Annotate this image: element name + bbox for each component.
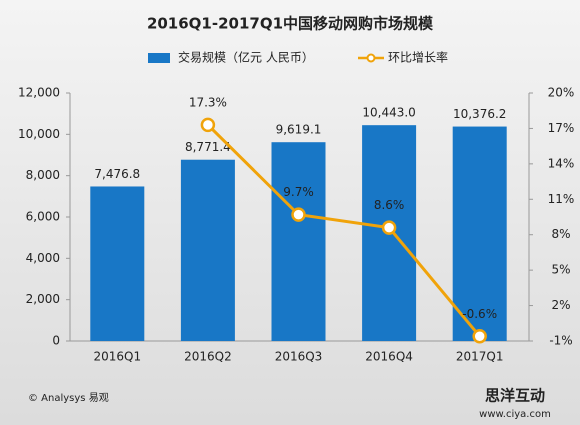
y-tick-label: 4,000 (26, 251, 60, 265)
bar-label: 7,476.8 (94, 167, 140, 181)
bar (90, 186, 145, 341)
legend-swatch (366, 53, 376, 63)
x-tick-label: 2017Q1 (456, 350, 504, 364)
bar (180, 159, 235, 341)
bar-label: 10,376.2 (453, 107, 506, 121)
y-tick-label: 6,000 (26, 210, 60, 224)
y-tick-label: 0 (52, 334, 60, 348)
chart-title: 2016Q1-2017Q1中国移动网购市场规模 (147, 15, 434, 33)
bar-label: 8,771.4 (185, 140, 231, 154)
line-marker (381, 220, 397, 235)
bar (271, 142, 326, 341)
line-label: -0.6% (462, 307, 497, 321)
x-tick-label: 2016Q4 (365, 350, 413, 364)
y2-tick-label: 8% (551, 227, 570, 241)
y2-tick-label: 5% (551, 263, 570, 277)
y-tick-label: 10,000 (18, 127, 60, 141)
y2-tick-label: 20% (548, 86, 575, 100)
y-tick-label: 12,000 (18, 86, 60, 100)
legend-swatch (148, 53, 170, 63)
y2-tick-label: 17% (548, 121, 575, 135)
legend-label: 环比增长率 (388, 50, 448, 65)
legend-label: 交易规模（亿元 人民币） (178, 50, 314, 65)
y-tick-label: 2,000 (26, 292, 60, 306)
y2-tick-label: 14% (548, 156, 575, 170)
watermark: 思洋互动 (485, 387, 545, 405)
bar (452, 126, 507, 341)
line-label: 9.7% (283, 185, 314, 199)
watermark-url: www.ciya.com (479, 409, 551, 420)
source: © Analysys 易观 (28, 392, 109, 404)
y2-tick-label: 2% (551, 298, 570, 312)
x-tick-label: 2016Q1 (93, 350, 141, 364)
bar-label: 9,619.1 (276, 123, 322, 137)
y-tick-label: 8,000 (26, 168, 60, 182)
line-marker (291, 207, 306, 222)
line-marker (472, 329, 487, 344)
line-label: 8.6% (374, 198, 405, 212)
x-tick-label: 2016Q3 (275, 350, 323, 364)
line (206, 123, 481, 338)
line-label: 17.3% (189, 95, 227, 109)
x-tick-label: 2016Q2 (184, 350, 232, 364)
y2-tick-label: 11% (548, 192, 575, 206)
line-marker (200, 117, 216, 133)
bar-label: 10,443.0 (362, 106, 415, 120)
y2-tick-label: -1% (549, 334, 572, 348)
